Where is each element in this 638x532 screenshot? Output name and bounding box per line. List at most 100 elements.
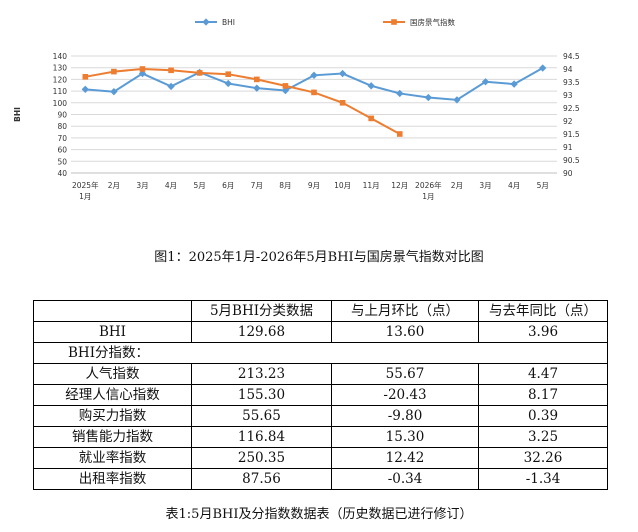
table-cell: 购买力指数 [33,405,192,427]
table-body: 人气指数 213.23 55.67 4.47 经理人信心指数 155.30 -20.43 8.… [33,363,608,490]
legend-marker [202,18,210,26]
x-tick-label: 2月 [451,181,463,190]
data-point [282,83,289,89]
x-tick-label: 9月 [308,181,320,190]
y-left-tick-label: 130 [53,64,68,73]
y-left-tick-label: 120 [53,75,68,84]
table-cell: 出租率指数 [33,468,192,490]
data-point [310,71,318,79]
y-right-tick-label: 92 [563,117,573,126]
table-cell: 250.35 [191,447,332,469]
table-row: 人气指数 213.23 55.67 4.47 [33,363,608,385]
x-tick-label: 7月 [251,181,263,190]
table-cell: 3.96 [478,321,608,343]
data-point [481,78,490,86]
table-cell: 8.17 [478,384,608,406]
x-tick-label: 2025年 [72,180,99,190]
table-cell: -20.43 [331,384,479,406]
x-tick-label: 4月 [165,181,177,190]
y-left-tick-label: 50 [57,157,67,166]
data-point [396,131,403,137]
data-point [339,100,346,106]
data-point [225,71,232,77]
data-point [254,76,260,83]
data-point [168,67,174,74]
y-right-tick-label: 94.5 [563,52,580,61]
x-tick-label: 5月 [194,181,206,190]
table-cell: 87.56 [191,468,332,490]
table-cell: 13.60 [331,321,479,343]
table-cell: 55.67 [331,363,479,385]
y-axis-label: BHI [13,107,22,122]
table-cell: 213.23 [191,363,332,385]
x-tick-label: 10月 [334,181,351,190]
table-cell: 116.84 [191,426,332,448]
bhi-comparison-chart: 40 50 60 70 80 90 100 110 120 130 140 90 90.5 91 91.5 9… [13,17,580,201]
table-cell: 就业率指数 [33,447,192,469]
table-header-cell: 与上月环比（点） [331,300,479,322]
legend-label: BHI [222,18,235,27]
table-cell: -1.34 [478,468,608,490]
data-point [539,64,547,72]
table-cell: -9.80 [331,405,479,427]
table-cell: 3.25 [478,426,608,448]
data-point [82,74,89,80]
data-point [224,79,232,88]
figure-caption: 图1：2025年1月-2026年5月BHI与国房景气指数对比图 [154,250,484,265]
table-cell: 55.65 [191,405,332,427]
data-point [167,82,175,91]
y-left-tick-label: 90 [57,111,67,120]
x-tick-label: 8月 [279,181,291,190]
table-cell: 15.30 [331,426,479,448]
data-point [111,68,117,75]
x-tick-label: 1月 [422,192,434,201]
table-row-bhi: BHI 129.68 13.60 3.96 [33,321,608,343]
table-cell: 129.68 [191,321,332,343]
x-tick-label: 2月 [108,181,120,190]
y-left-tick-label: 140 [53,52,68,61]
x-tick-label: 6月 [222,181,234,190]
y-right-tick-label: 93 [563,91,573,100]
x-tick-label: 1月 [79,192,91,201]
table-cell: 4.47 [478,363,608,385]
y-right-tick-label: 93.5 [563,78,580,87]
legend-label: 国房景气指数 [410,17,455,27]
table-row: 经理人信心指数 155.30 -20.43 8.17 [33,384,608,406]
data-point [110,88,118,96]
series-line-guofang [85,67,401,135]
table-subheading: BHI分指数： [33,342,608,364]
table-header-row: 5月BHI分类数据 与上月环比（点） 与去年同比（点） [33,300,608,322]
data-point [367,82,375,90]
legend-marker [391,19,397,25]
x-tick-label: 5月 [537,181,549,190]
y-right-tick-label: 91 [563,143,573,152]
data-point [139,66,146,72]
table-row: 出租率指数 87.56 -0.34 -1.34 [33,468,608,490]
table-header-cell: 与去年同比（点） [478,300,608,322]
table-cell: 0.39 [478,405,608,427]
y-left-tick-label: 60 [57,146,67,155]
y-left-tick-label: 100 [53,99,68,108]
table-cell: 155.30 [191,384,332,406]
data-point [368,115,374,122]
data-point [424,93,433,102]
table-cell: 32.26 [478,447,608,469]
y-left-tick-label: 80 [57,122,67,131]
table-header-cell: 5月BHI分类数据 [191,300,332,322]
y-left-tick-label: 40 [57,169,67,178]
y-right-tick-label: 94 [563,65,573,74]
data-point [396,89,404,98]
table-cell: -0.34 [331,468,479,490]
y-right-tick-label: 90.5 [563,156,580,165]
x-tick-label: 3月 [136,181,148,190]
table-row: 就业率指数 250.35 12.42 32.26 [33,447,608,469]
data-point [338,69,347,78]
x-tick-label: 4月 [508,181,520,190]
y-right-tick-label: 92.5 [563,104,580,113]
table-cell: 人气指数 [33,363,192,385]
table-cell: BHI [33,321,192,343]
table-row: 销售能力指数 116.84 15.30 3.25 [33,426,608,448]
table-cell: 经理人信心指数 [33,384,192,406]
data-point [311,89,317,96]
x-tick-label: 12月 [391,181,408,190]
